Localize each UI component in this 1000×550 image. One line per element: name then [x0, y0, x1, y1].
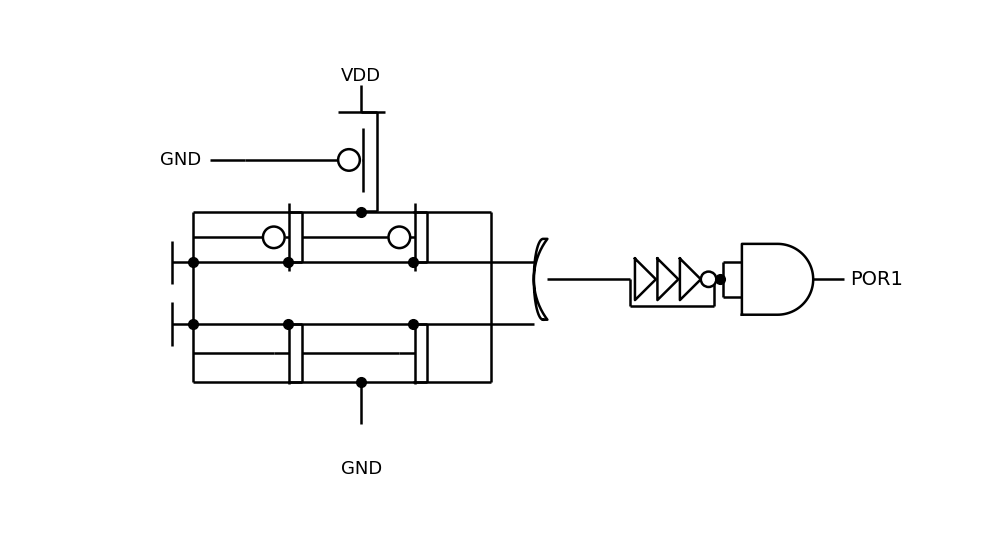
Text: GND: GND: [160, 151, 201, 169]
Text: GND: GND: [341, 460, 382, 478]
Circle shape: [701, 272, 716, 287]
Text: POR1: POR1: [850, 270, 902, 289]
Circle shape: [338, 149, 360, 170]
Text: VDD: VDD: [341, 67, 381, 85]
Circle shape: [388, 227, 410, 248]
Polygon shape: [657, 258, 678, 300]
Polygon shape: [742, 244, 813, 315]
Polygon shape: [635, 258, 656, 300]
Polygon shape: [534, 239, 547, 320]
Polygon shape: [680, 258, 701, 300]
Circle shape: [263, 227, 285, 248]
